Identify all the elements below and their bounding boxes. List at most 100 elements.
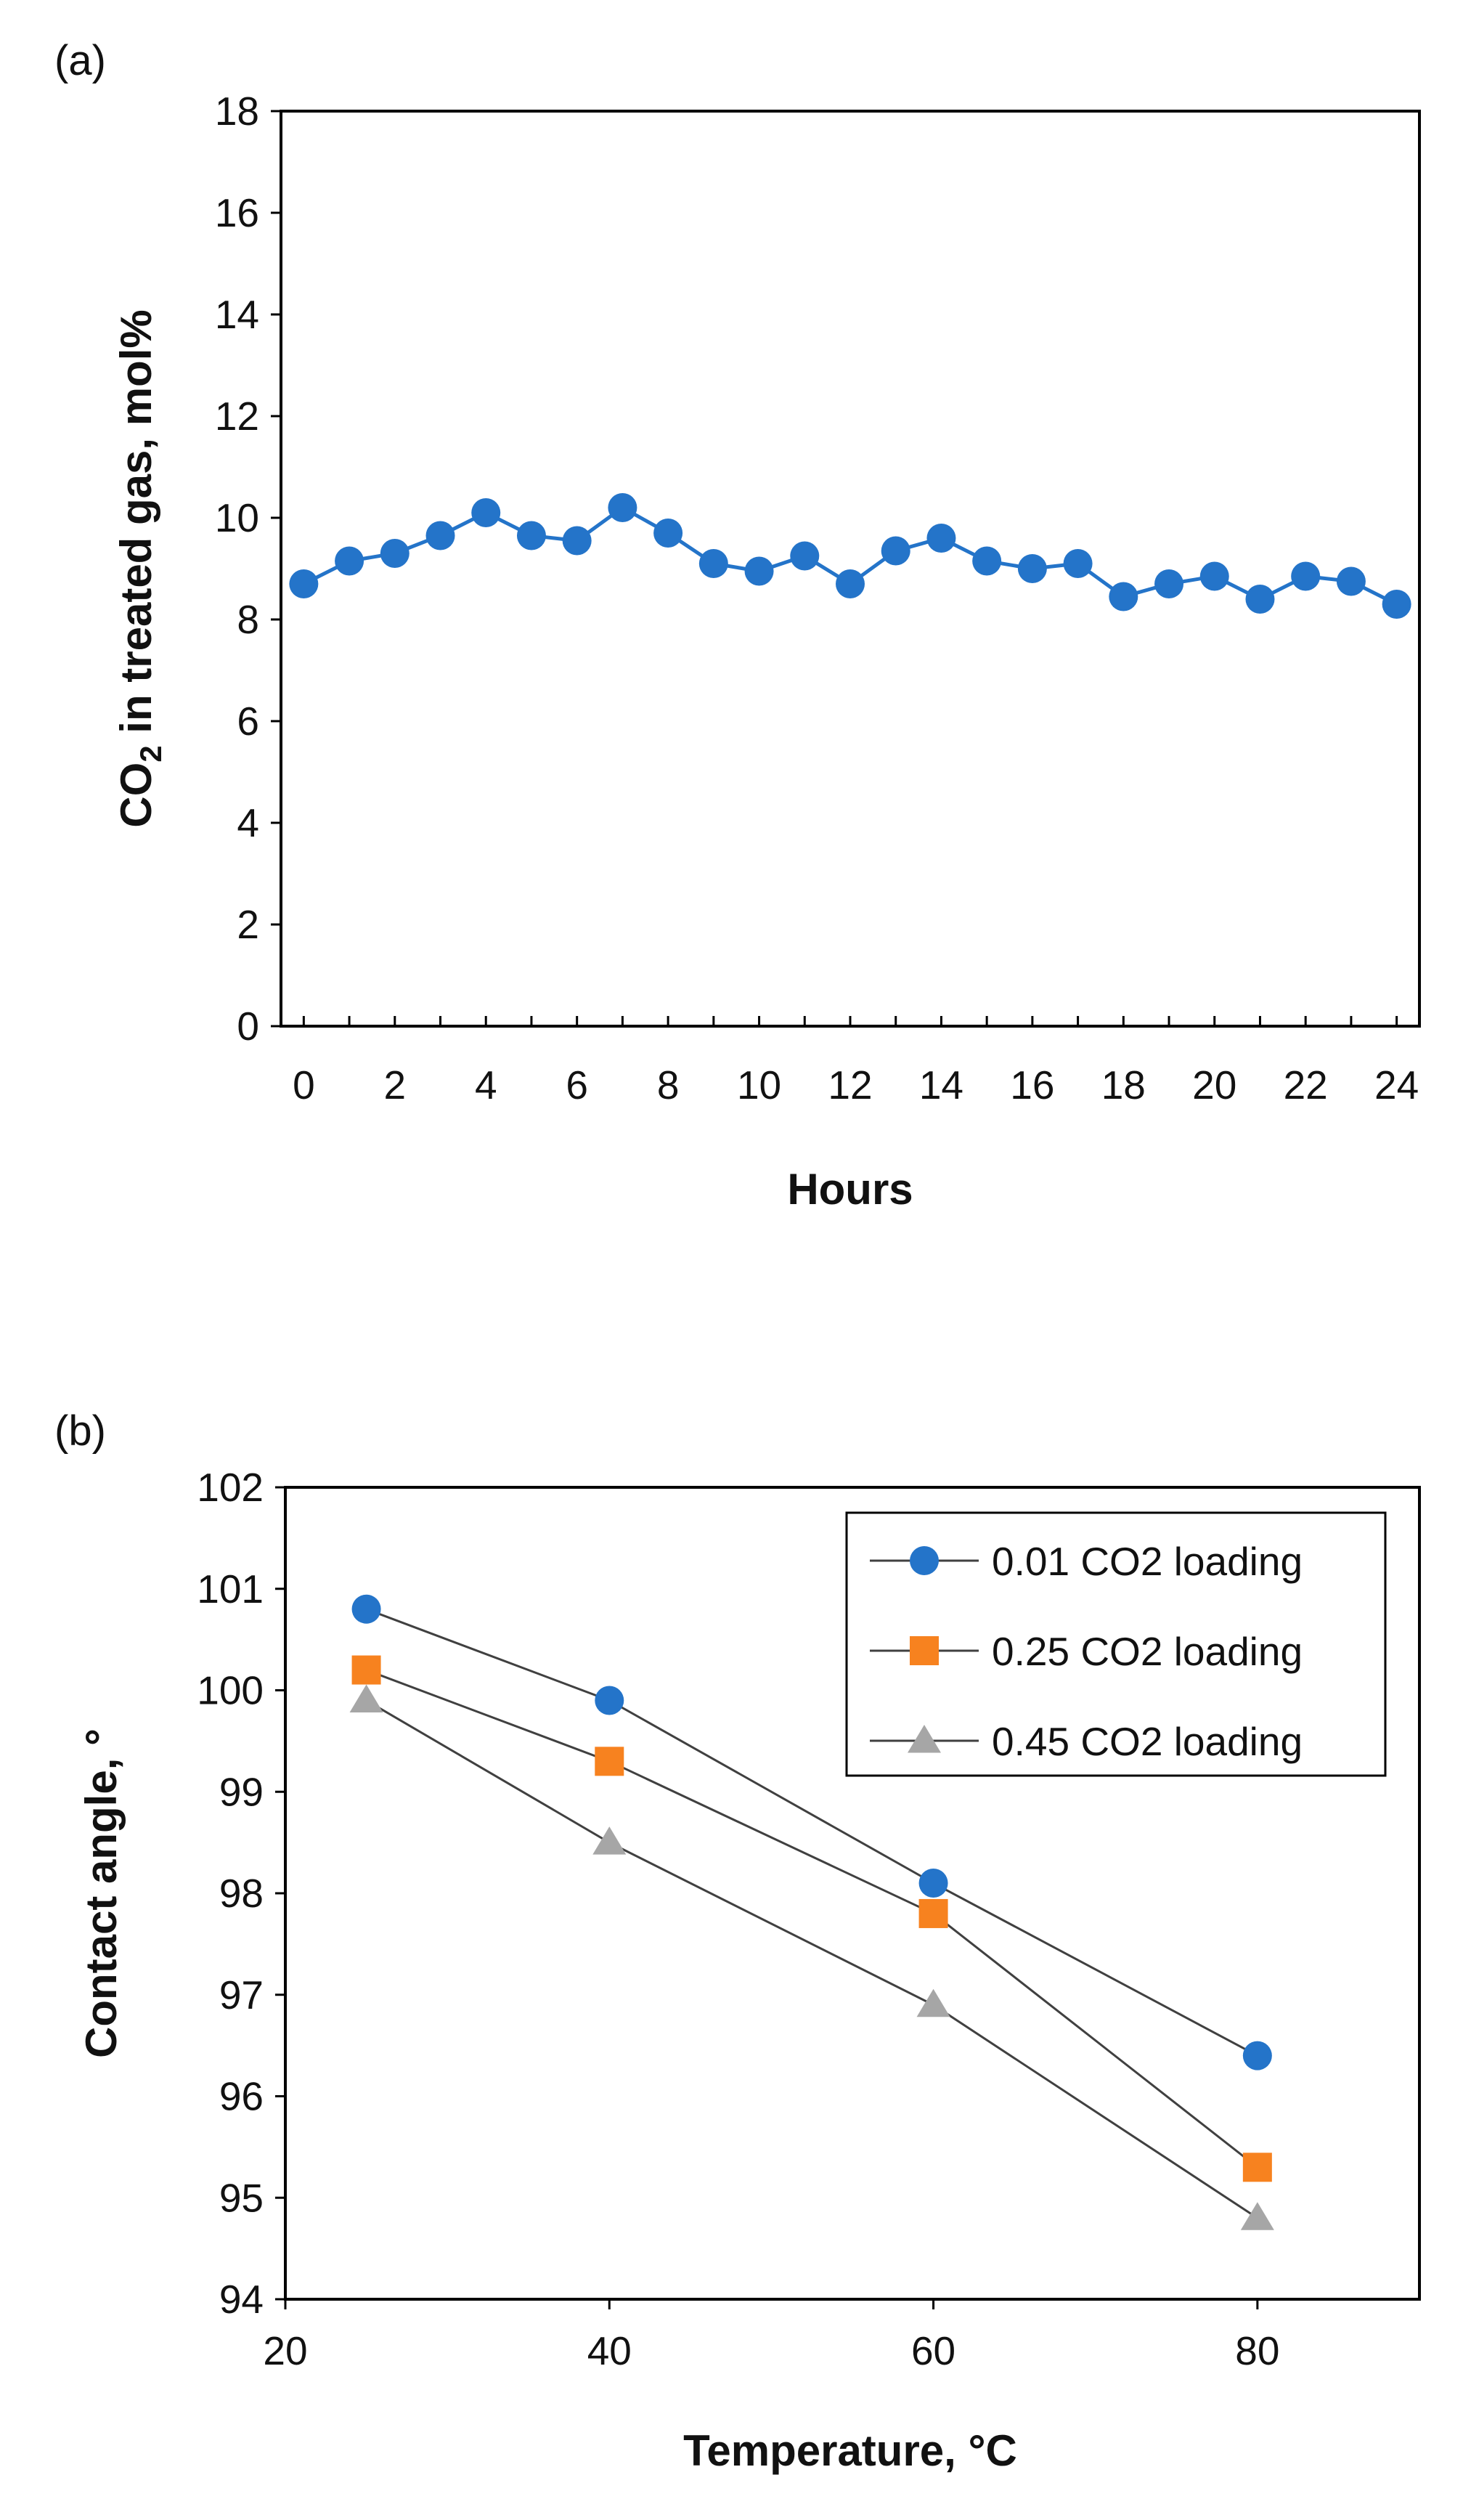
series-line xyxy=(366,1669,1258,2169)
legend-marker xyxy=(908,1725,941,1753)
y-tick-label: 97 xyxy=(219,1972,264,2017)
x-axis-ticks-a: 0 2 4 6 8 10 12 14 16 18 20 22 24 xyxy=(293,1016,1419,1107)
x-tick-label: 10 xyxy=(737,1062,781,1107)
data-point xyxy=(289,569,319,598)
y-tick-label: 94 xyxy=(219,2277,264,2322)
x-tick-label: 22 xyxy=(1284,1062,1328,1107)
y-tick-label: 96 xyxy=(219,2074,264,2119)
data-point xyxy=(471,498,501,527)
data-point xyxy=(562,526,592,556)
data-point xyxy=(1017,554,1047,583)
data-point xyxy=(1382,590,1411,619)
x-tick-label: 8 xyxy=(657,1062,680,1107)
data-point xyxy=(881,536,910,566)
y-tick-label: 100 xyxy=(197,1668,264,1713)
y-tick-label: 14 xyxy=(215,292,259,337)
x-tick-label: 24 xyxy=(1374,1062,1419,1107)
data-point xyxy=(1154,569,1184,598)
data-point xyxy=(1242,2041,1272,2070)
data-point xyxy=(926,524,956,553)
x-axis-title-b: Temperature, °C xyxy=(683,2426,1017,2475)
data-point xyxy=(1063,549,1093,578)
x-tick-label: 60 xyxy=(911,2328,955,2373)
y-axis-title-a-sub: 2 xyxy=(134,745,168,762)
data-point xyxy=(1240,2202,1274,2230)
data-point xyxy=(790,541,820,571)
y-tick-label: 6 xyxy=(237,699,259,744)
x-tick-label: 20 xyxy=(263,2328,307,2373)
data-point xyxy=(1336,566,1366,596)
y-tick-label: 101 xyxy=(197,1566,264,1611)
series-b xyxy=(349,1594,1274,2230)
y-tick-label: 16 xyxy=(215,190,259,235)
x-axis-ticks-b: 20 40 60 80 xyxy=(263,2299,1279,2373)
data-point xyxy=(351,1655,381,1685)
data-point xyxy=(918,1869,948,1898)
data-point xyxy=(1109,582,1138,611)
y-tick-label: 10 xyxy=(215,495,259,540)
y-tick-label: 2 xyxy=(237,902,259,947)
data-point xyxy=(595,1686,624,1715)
x-tick-label: 40 xyxy=(587,2328,632,2373)
data-point xyxy=(698,549,728,578)
legend-label: 0.45 CO2 loading xyxy=(992,1719,1303,1764)
series-line xyxy=(365,1699,1258,2219)
data-point xyxy=(1245,585,1275,614)
data-point xyxy=(1199,561,1229,591)
y-tick-label: 99 xyxy=(219,1769,264,1814)
data-point xyxy=(653,519,683,548)
y-tick-label: 0 xyxy=(237,1004,259,1049)
data-point xyxy=(351,1594,381,1624)
y-tick-label: 18 xyxy=(215,89,259,134)
data-point xyxy=(916,1988,950,2017)
data-point xyxy=(972,546,1002,576)
y-tick-label: 95 xyxy=(219,2175,264,2220)
legend-b: 0.01 CO2 loading 0.25 CO2 loading 0.45 CO2… xyxy=(845,1511,1387,1777)
data-point xyxy=(516,521,546,550)
x-tick-label: 2 xyxy=(384,1062,407,1107)
panel-label-a: (a) xyxy=(54,37,106,84)
x-tick-label: 12 xyxy=(828,1062,872,1107)
y-axis-title-a-main: CO xyxy=(112,763,160,828)
data-point xyxy=(335,546,364,576)
x-tick-label: 4 xyxy=(475,1062,497,1107)
y-tick-label: 102 xyxy=(197,1465,264,1510)
x-tick-label: 18 xyxy=(1101,1062,1146,1107)
legend-label: 0.01 CO2 loading xyxy=(992,1539,1303,1584)
legend-marker xyxy=(910,1546,939,1575)
panel-label-b: (b) xyxy=(54,1407,106,1455)
x-tick-label: 20 xyxy=(1192,1062,1236,1107)
data-point xyxy=(744,556,774,586)
x-tick-label: 80 xyxy=(1235,2328,1279,2373)
legend-marker xyxy=(910,1636,939,1665)
data-point xyxy=(425,521,455,550)
y-tick-label: 8 xyxy=(237,597,259,642)
y-axis-ticks-a: 0 2 4 6 8 10 12 14 16 18 xyxy=(215,89,281,1049)
y-axis-title-a: CO2 in treated gas, mol% xyxy=(112,309,168,828)
y-tick-label: 98 xyxy=(219,1871,264,1916)
x-tick-label: 0 xyxy=(293,1062,315,1107)
series-a xyxy=(289,493,1411,619)
data-point xyxy=(1291,561,1321,591)
y-axis-ticks-b: 94 95 96 97 98 99 100 101 102 xyxy=(197,1465,285,2322)
data-point xyxy=(608,493,637,522)
plot-area-a xyxy=(280,110,1421,1028)
x-tick-label: 16 xyxy=(1010,1062,1054,1107)
data-point xyxy=(836,569,865,598)
y-axis-title-a-rest: in treated gas, mol% xyxy=(112,309,160,745)
data-point xyxy=(349,1684,383,1712)
data-point xyxy=(918,1898,948,1928)
data-point xyxy=(1242,2153,1272,2182)
y-tick-label: 4 xyxy=(237,800,259,845)
data-point xyxy=(592,1826,627,1855)
x-tick-label: 14 xyxy=(919,1062,963,1107)
data-point xyxy=(595,1747,624,1776)
x-axis-title-a: Hours xyxy=(787,1165,913,1214)
y-axis-title-b: Contact angle, ° xyxy=(77,1728,126,2058)
y-tick-label: 12 xyxy=(215,394,259,439)
series-line xyxy=(366,1608,1258,2057)
x-tick-label: 6 xyxy=(566,1062,588,1107)
chart-b: (b) 94 95 96 97 98 99 100 101 102 20 40 60 80 0.01 … xyxy=(54,1407,1421,2475)
